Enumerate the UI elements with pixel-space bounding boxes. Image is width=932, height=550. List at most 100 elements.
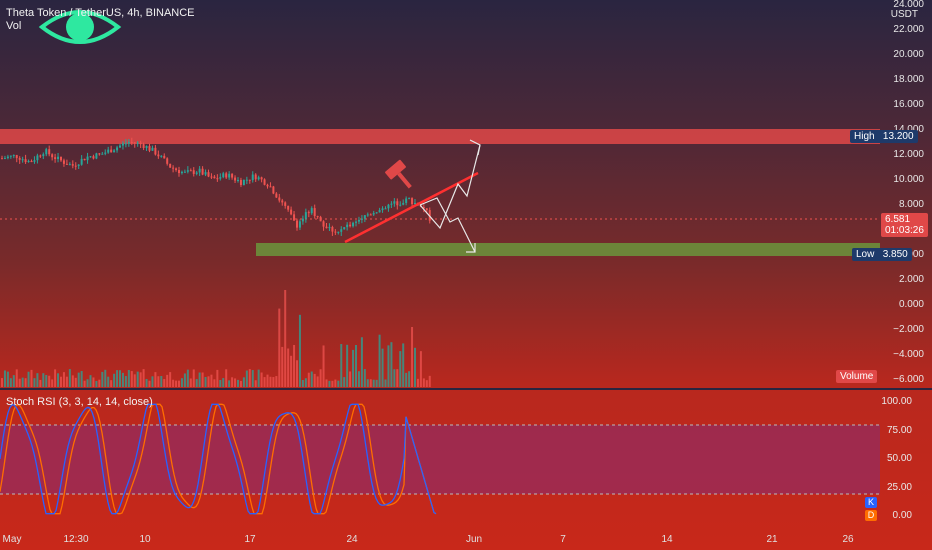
candle-body — [369, 214, 372, 216]
candle-body — [195, 172, 198, 174]
price-tick: 14.000 — [893, 124, 924, 135]
candle-body — [27, 161, 30, 163]
time-tick: 24 — [346, 534, 358, 545]
volume-bar — [337, 380, 340, 387]
volume-bars — [1, 290, 431, 387]
candle-body — [363, 215, 366, 219]
candle-body — [414, 202, 416, 205]
candle-body — [45, 149, 48, 155]
volume-bar — [48, 375, 51, 387]
candle-body — [337, 231, 340, 233]
candle-body — [325, 226, 328, 229]
volume-bar — [89, 375, 92, 387]
volume-bar — [352, 349, 355, 387]
candle-body — [328, 227, 331, 229]
volume-bar — [298, 314, 301, 387]
candle-body — [39, 155, 42, 157]
candle-body — [293, 214, 296, 221]
candle-body — [95, 153, 98, 159]
candle-body — [180, 171, 183, 174]
last-price-badge: 6.581 01:03:26 — [881, 213, 928, 237]
volume-bar — [157, 376, 160, 387]
candle-body — [239, 179, 242, 186]
volume-bar — [110, 380, 113, 387]
candle-body — [269, 186, 272, 188]
volume-badge: Volume — [836, 370, 878, 383]
candle-body — [57, 156, 60, 160]
candle-body — [307, 212, 310, 214]
volume-bar — [154, 372, 157, 387]
volume-label: Volume — [840, 371, 874, 382]
candle-body — [390, 203, 393, 205]
k-label: K — [865, 497, 877, 508]
volume-bar — [189, 378, 192, 387]
volume-bar — [45, 375, 48, 387]
volume-bar — [62, 372, 65, 387]
volume-indicator-label[interactable]: Vol — [6, 20, 22, 32]
volume-bar — [242, 377, 245, 387]
candle-body — [231, 173, 234, 178]
time-tick: Jun — [465, 534, 483, 545]
volume-bar — [231, 377, 234, 387]
price-tick: −6.000 — [893, 374, 924, 385]
volume-bar — [301, 379, 304, 387]
currency-label: USDT — [890, 9, 918, 20]
candle-body — [62, 160, 65, 164]
volume-bar — [204, 376, 207, 387]
low-value: 3.850 — [882, 249, 908, 260]
volume-bar — [12, 375, 15, 387]
candle-body — [408, 198, 411, 200]
volume-bar — [369, 379, 372, 387]
countdown: 01:03:26 — [885, 225, 924, 236]
symbol-title[interactable]: Theta Token / TetherUS, 4h, BINANCE — [6, 7, 195, 19]
high-label-badge: High 13.200 — [850, 130, 918, 143]
price-tick: 24.000 — [893, 0, 924, 10]
volume-bar — [360, 337, 363, 387]
volume-bar — [228, 380, 231, 387]
candle-body — [139, 142, 142, 145]
candle-body — [133, 142, 136, 144]
candle-body — [207, 172, 210, 177]
volume-bar — [71, 375, 74, 387]
volume-bar — [408, 371, 411, 387]
candle-body — [213, 176, 216, 179]
price-tick: 22.000 — [893, 24, 924, 35]
volume-bar — [148, 380, 151, 387]
candle-body — [54, 157, 57, 160]
candle-body — [234, 177, 237, 181]
volume-bar — [363, 369, 366, 387]
candle-body — [24, 159, 27, 163]
volume-bar — [411, 327, 414, 387]
candle-body — [145, 146, 148, 149]
candle-body — [422, 207, 425, 209]
candle-body — [166, 158, 169, 164]
candle-body — [340, 229, 343, 232]
volume-bar — [272, 377, 275, 387]
candle-body — [121, 143, 124, 146]
volume-bar — [393, 369, 396, 387]
volume-bar — [169, 372, 172, 387]
trendline[interactable] — [344, 171, 479, 244]
volume-bar — [425, 380, 428, 387]
volume-bar — [402, 343, 405, 387]
bullish-projection-arrow[interactable] — [419, 144, 481, 230]
volume-bar — [334, 379, 337, 387]
price-tick: 16.000 — [893, 99, 924, 110]
volume-bar — [366, 379, 369, 387]
candle-body — [266, 184, 269, 187]
candle-body — [319, 216, 322, 222]
volume-bar — [139, 372, 142, 387]
volume-bar — [405, 372, 408, 387]
price-tick: 10.000 — [893, 174, 924, 185]
volume-bar — [3, 370, 6, 387]
volume-bar — [166, 374, 169, 387]
last-price: 6.581 — [885, 214, 911, 225]
volume-bar — [195, 379, 198, 387]
time-tick: 26 — [842, 534, 854, 545]
volume-bar — [422, 378, 425, 387]
rsi-title[interactable]: Stoch RSI (3, 3, 14, 14, close) — [6, 396, 153, 408]
bearish-projection-arrow[interactable] — [419, 197, 476, 253]
candle-body — [334, 231, 337, 233]
volume-bar — [293, 344, 296, 387]
